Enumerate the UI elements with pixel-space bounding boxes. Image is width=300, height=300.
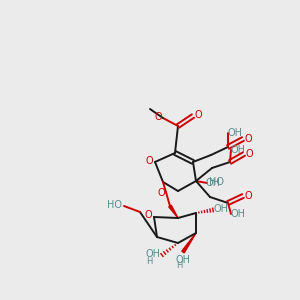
Text: OH: OH [230, 209, 245, 219]
Text: H: H [176, 262, 182, 271]
Text: O: O [158, 188, 165, 198]
Text: O: O [144, 210, 152, 220]
Text: OH: OH [230, 145, 245, 155]
Text: OH: OH [146, 249, 160, 259]
Text: O: O [245, 149, 253, 159]
Text: HO: HO [107, 200, 122, 210]
Text: HO: HO [208, 177, 224, 187]
Polygon shape [169, 205, 178, 218]
Polygon shape [182, 233, 196, 253]
Text: OH: OH [176, 255, 190, 265]
Text: O: O [244, 134, 252, 144]
Text: OH: OH [206, 178, 220, 188]
Text: O: O [145, 156, 153, 166]
Text: O: O [244, 191, 252, 201]
Text: OH: OH [214, 204, 229, 214]
Text: H: H [146, 256, 152, 266]
Text: OH: OH [227, 128, 242, 138]
Text: O: O [154, 112, 162, 122]
Text: O: O [194, 110, 202, 120]
